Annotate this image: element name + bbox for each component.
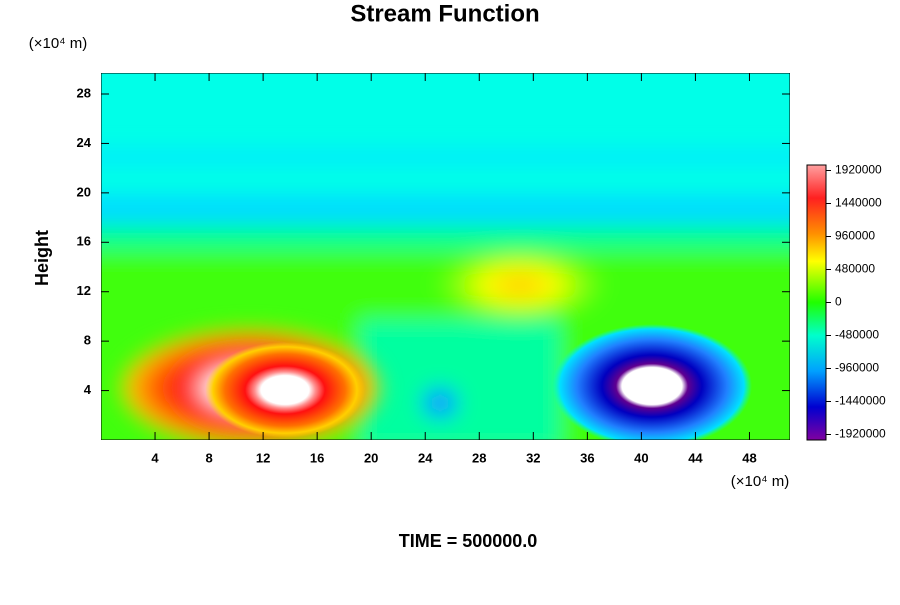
y-tick-label: 4	[84, 382, 92, 397]
y-tick-label: 12	[77, 283, 91, 298]
contour-field	[101, 73, 790, 440]
y-unit: (×10⁴ m)	[29, 35, 88, 52]
x-tick-label: 40	[634, 450, 648, 465]
y-tick-label: 8	[84, 333, 91, 348]
chart-title: Stream Function	[350, 0, 539, 27]
colorbar-tick-label: -1440000	[835, 394, 886, 408]
x-tick-label: 36	[580, 450, 594, 465]
x-tick-label: 8	[205, 450, 212, 465]
x-tick-label: 44	[688, 450, 703, 465]
x-tick-label: 48	[742, 450, 756, 465]
colorbar	[806, 164, 827, 441]
y-tick-label: 24	[77, 135, 92, 150]
colorbar-tick-label: -960000	[835, 361, 879, 375]
x-tick-label: 16	[310, 450, 324, 465]
footer: TIME = 500000.0	[399, 531, 538, 551]
colorbar-tick-label: 960000	[835, 229, 875, 243]
x-tick-label: 12	[256, 450, 270, 465]
x-unit: (×10⁴ m)	[731, 473, 790, 490]
y-tick-label: 28	[77, 85, 91, 100]
y-tick-label: 16	[77, 234, 91, 249]
colorbar-tick-label: 1920000	[835, 163, 882, 177]
x-tick-label: 4	[151, 450, 159, 465]
colorbar-tick-label: -1920000	[835, 427, 886, 441]
colorbar-tick-label: 0	[835, 295, 842, 309]
colorbar-tick-label: -480000	[835, 328, 879, 342]
x-tick-label: 24	[418, 450, 433, 465]
x-tick-label: 20	[364, 450, 378, 465]
colorbar-tick-label: 480000	[835, 262, 875, 276]
y-tick-label: 20	[77, 184, 91, 199]
y-axis-label: Height	[32, 230, 52, 286]
x-tick-label: 28	[472, 450, 486, 465]
colorbar-tick-label: 1440000	[835, 196, 882, 210]
x-tick-label: 32	[526, 450, 540, 465]
